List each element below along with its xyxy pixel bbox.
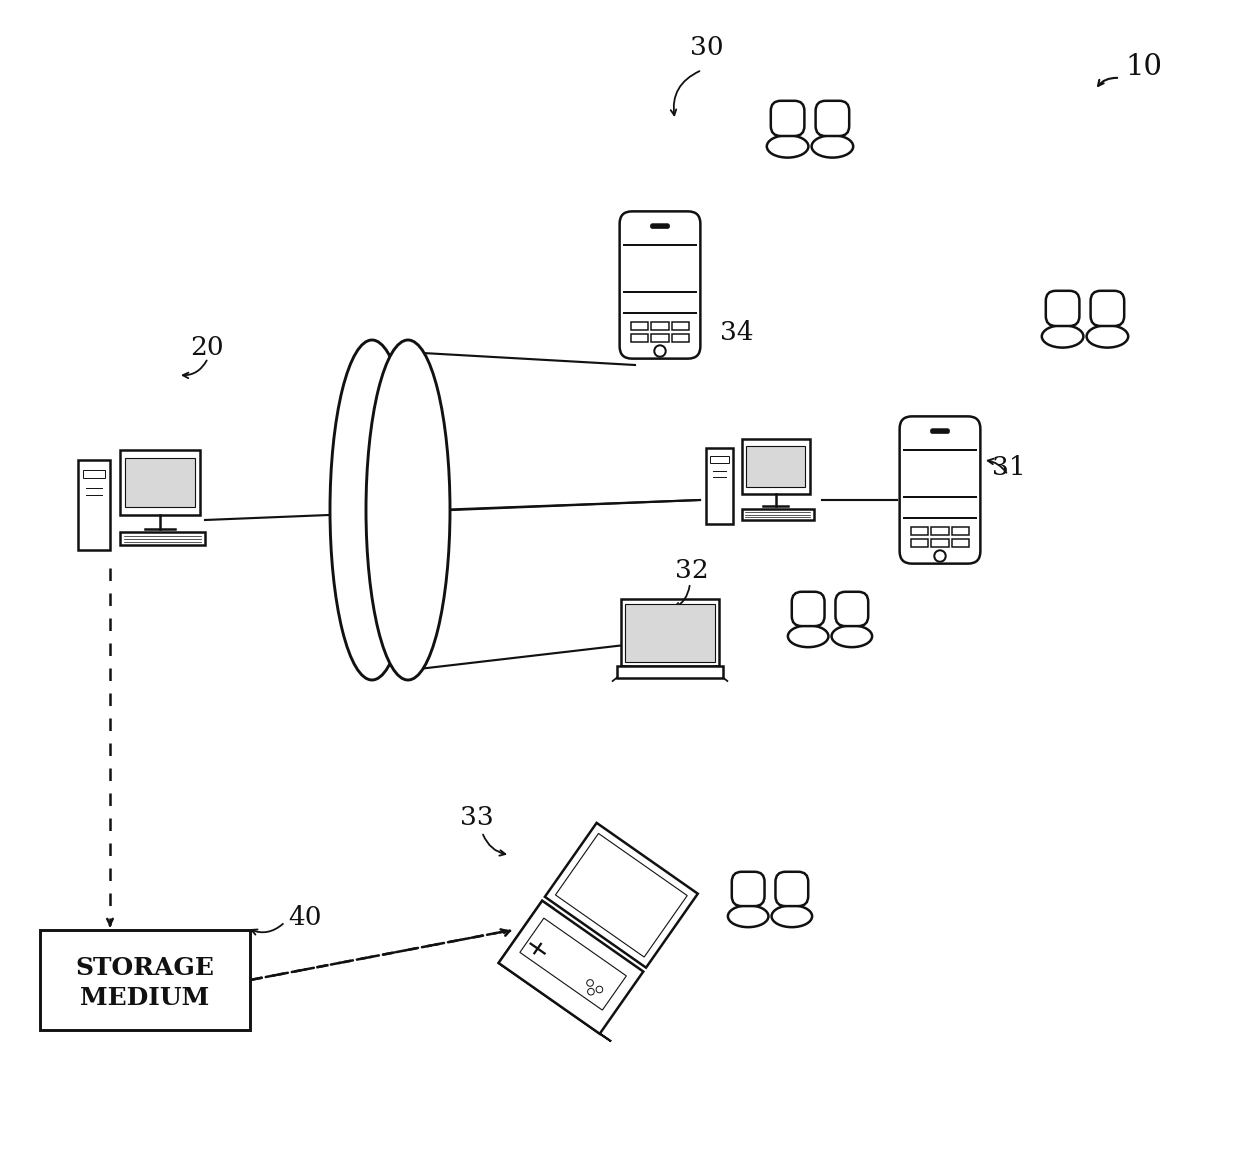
FancyBboxPatch shape	[900, 416, 981, 564]
Bar	[651, 321, 668, 331]
Ellipse shape	[812, 135, 853, 157]
Text: 32: 32	[675, 558, 709, 582]
FancyBboxPatch shape	[792, 592, 825, 626]
Polygon shape	[498, 901, 644, 1034]
Text: 40: 40	[288, 905, 321, 931]
Circle shape	[934, 551, 946, 561]
Bar	[631, 334, 647, 342]
Text: 20: 20	[190, 335, 223, 360]
Text: STORAGE: STORAGE	[76, 956, 215, 980]
Bar	[952, 526, 970, 536]
Polygon shape	[544, 823, 698, 968]
FancyBboxPatch shape	[816, 101, 849, 136]
Text: 30: 30	[689, 35, 724, 60]
Bar	[78, 459, 110, 550]
Polygon shape	[498, 901, 553, 970]
FancyBboxPatch shape	[771, 101, 805, 136]
Ellipse shape	[330, 340, 414, 680]
Bar	[83, 470, 105, 478]
Text: 34: 34	[720, 320, 754, 345]
Bar	[125, 458, 195, 507]
Circle shape	[587, 980, 594, 987]
Bar	[625, 604, 714, 661]
Ellipse shape	[766, 135, 808, 157]
Bar	[931, 526, 949, 536]
Bar	[616, 666, 723, 677]
Bar	[742, 440, 810, 495]
Bar	[672, 334, 689, 342]
Bar	[706, 448, 733, 524]
FancyBboxPatch shape	[775, 872, 808, 906]
Ellipse shape	[728, 905, 769, 927]
FancyBboxPatch shape	[1045, 291, 1079, 326]
Circle shape	[655, 346, 666, 356]
Bar	[631, 321, 647, 331]
FancyBboxPatch shape	[1091, 291, 1125, 326]
Circle shape	[596, 986, 603, 993]
FancyBboxPatch shape	[732, 872, 765, 906]
Bar	[711, 456, 729, 463]
Ellipse shape	[832, 626, 872, 647]
Polygon shape	[556, 833, 687, 958]
Bar	[910, 539, 928, 547]
Bar	[621, 599, 719, 666]
Text: 31: 31	[992, 455, 1025, 481]
Text: 33: 33	[460, 805, 494, 830]
Polygon shape	[498, 963, 611, 1042]
Text: 10: 10	[1125, 53, 1162, 81]
FancyBboxPatch shape	[651, 224, 670, 229]
Bar	[910, 526, 928, 536]
Circle shape	[588, 988, 594, 995]
Bar	[40, 931, 250, 1030]
Bar	[120, 532, 205, 545]
Bar	[745, 445, 805, 488]
Bar	[952, 539, 970, 547]
Bar	[120, 450, 200, 515]
Ellipse shape	[771, 905, 812, 927]
Text: MEDIUM: MEDIUM	[81, 986, 210, 1010]
Ellipse shape	[1086, 325, 1128, 348]
Polygon shape	[520, 918, 626, 1010]
Bar	[931, 539, 949, 547]
Bar	[672, 321, 689, 331]
FancyBboxPatch shape	[836, 592, 868, 626]
Bar	[742, 509, 813, 519]
FancyBboxPatch shape	[930, 429, 950, 434]
Ellipse shape	[787, 626, 828, 647]
Ellipse shape	[366, 340, 450, 680]
FancyBboxPatch shape	[620, 211, 701, 359]
Ellipse shape	[1042, 325, 1084, 348]
Bar	[651, 334, 668, 342]
